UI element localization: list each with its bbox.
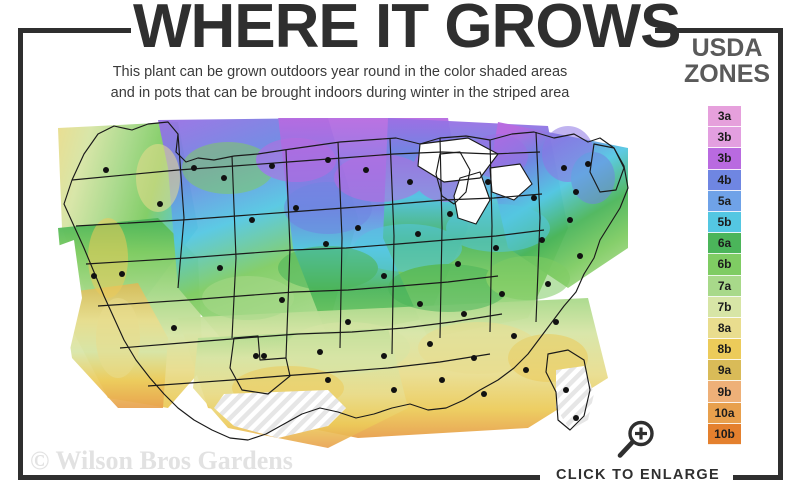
legend-swatch-label: 9a: [717, 363, 732, 378]
legend-swatch-label: 7b: [717, 299, 732, 314]
legend-swatch-zone-8a-10: 8a: [708, 317, 741, 340]
legend-swatch-label: 10a: [714, 405, 735, 420]
map-city-dots: [91, 157, 591, 421]
legend-swatch-zone-9b-13: 9b: [708, 381, 741, 403]
usda-hardiness-zone-map: [28, 108, 648, 463]
legend-swatch-zone-9a-12: 9a: [708, 360, 741, 382]
legend-swatch-label: 6a: [717, 236, 732, 251]
legend-swatch-zone-7b-9: 7b: [708, 296, 741, 318]
legend-swatch-zone-5a-4: 5a: [708, 190, 741, 212]
legend-swatch-label: 5a: [717, 193, 732, 208]
legend-swatch-zone-3b-2: 3b: [708, 148, 741, 170]
usda-heading-line-2: ZONES: [683, 59, 771, 88]
map-svg: [28, 108, 648, 448]
click-to-enlarge-label[interactable]: CLICK TO ENLARGE: [556, 467, 720, 483]
frame-right-segment: [778, 28, 783, 480]
legend-swatch-label: 6b: [717, 257, 732, 272]
legend-swatch-zone-10b-15: 10b: [708, 423, 741, 445]
map-striped-areas: [214, 366, 594, 438]
legend-swatch-label: 10b: [714, 426, 735, 441]
legend-swatch-zone-6a-6: 6a: [708, 233, 741, 255]
frame-bottom-right-segment: [733, 475, 783, 480]
legend-swatch-label: 3b: [717, 130, 732, 145]
map-unshaded-areas: [28, 108, 648, 358]
usda-zones-heading: USDA ZONES: [668, 34, 786, 88]
magnifier-plus-icon[interactable]: [614, 418, 658, 462]
frame-top-left-segment: [18, 28, 131, 33]
legend-swatch-zone-4b-3: 4b: [708, 169, 741, 191]
legend-swatch-label: 3a: [717, 109, 732, 124]
legend-swatch-zone-3b-1: 3b: [708, 127, 741, 149]
legend-swatch-label: 5b: [717, 215, 732, 230]
legend-swatch-zone-7a-8: 7a: [708, 275, 741, 297]
frame-top-right-segment: [655, 28, 783, 33]
subtitle-line-1: This plant can be grown outdoors year ro…: [112, 64, 568, 80]
legend-swatch-zone-3a-0: 3a: [708, 106, 741, 128]
legend-swatch-label: 4b: [717, 172, 732, 187]
poster-title: WHERE IT GROWS: [133, 0, 681, 61]
legend-swatch-zone-5b-5: 5b: [708, 211, 741, 234]
frame-left-segment: [18, 28, 23, 480]
legend-swatch-zone-6b-7: 6b: [708, 254, 741, 276]
subtitle-line-2: and in pots that can be brought indoors …: [110, 85, 570, 102]
legend-swatch-zone-8b-11: 8b: [708, 339, 741, 361]
frame-bottom-left-segment: [18, 475, 540, 480]
legend-swatch-label: 8a: [717, 320, 732, 335]
legend-swatch-label: 8b: [717, 342, 732, 357]
poster-subtitle: This plant can be grown outdoors year ro…: [40, 62, 640, 104]
legend-swatch-label: 9b: [717, 384, 732, 399]
legend-swatch-label: 3b: [717, 151, 732, 166]
legend-swatch-label: 7a: [717, 278, 732, 293]
usda-heading-line-1: USDA: [691, 34, 763, 62]
watermark-copyright: © Wilson Bros Gardens: [30, 446, 293, 475]
usda-zone-legend: 3a 3b 3b 4b 5a 5b 6a 6b 7a 7b 8a 8b 9a 9b 10a 10b: [708, 106, 741, 445]
legend-swatch-zone-10a-14: 10a: [708, 402, 741, 424]
